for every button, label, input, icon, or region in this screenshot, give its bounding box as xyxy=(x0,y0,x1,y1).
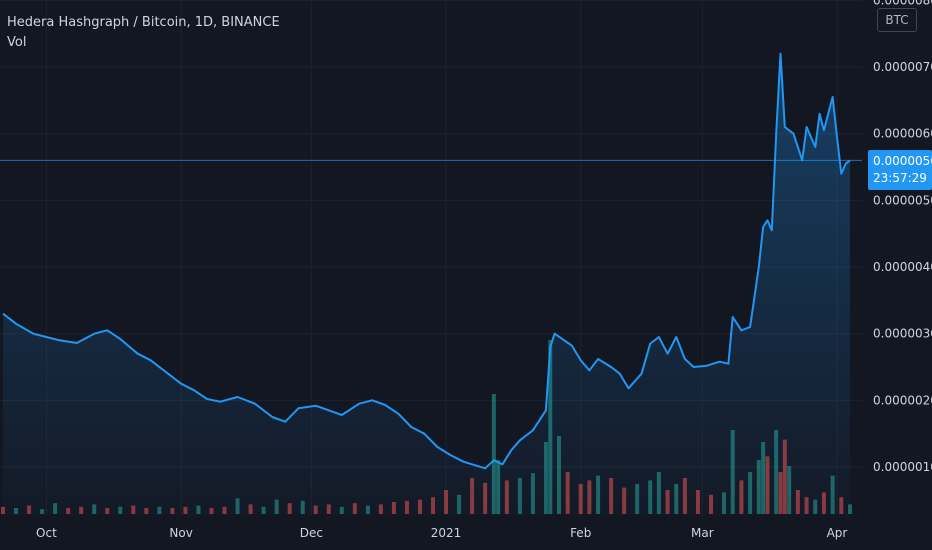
x-tick-label: Apr xyxy=(827,526,848,540)
y-tick-label: 0.00000700 xyxy=(873,60,932,74)
symbol-title[interactable]: Hedera Hashgraph / Bitcoin, 1D, BINANCE xyxy=(7,15,280,30)
x-tick-label: 2021 xyxy=(431,526,462,540)
price-line[interactable] xyxy=(2,52,851,470)
y-tick-label: 0.00000500 xyxy=(873,193,932,207)
last-price-value: 0.00000560 xyxy=(873,154,932,168)
y-tick-label: 0.00000800 xyxy=(873,0,932,7)
x-tick-label: Feb xyxy=(570,526,591,540)
last-price-label: 0.00000560 23:57:29 xyxy=(868,150,932,190)
x-tick-label: Dec xyxy=(300,526,323,540)
price-area-fill xyxy=(3,53,850,515)
currency-badge[interactable]: BTC xyxy=(877,8,917,32)
x-axis[interactable]: Oct Nov Dec 2021 Feb Mar Apr xyxy=(36,526,847,540)
price-line-layer xyxy=(0,52,862,470)
y-tick-label: 0.00000600 xyxy=(873,127,932,141)
chart-legend[interactable]: Hedera Hashgraph / Bitcoin, 1D, BINANCE … xyxy=(7,13,280,53)
y-tick-label: 0.00000200 xyxy=(873,393,932,407)
volume-bar xyxy=(491,394,496,514)
y-axis[interactable]: 0.00000100 0.00000200 0.00000300 0.00000400… xyxy=(873,0,932,474)
volume-indicator-label[interactable]: Vol xyxy=(7,35,27,50)
price-area xyxy=(3,53,850,515)
y-tick-label: 0.00000300 xyxy=(873,327,932,341)
x-tick-label: Mar xyxy=(691,526,714,540)
x-tick-label: Oct xyxy=(36,526,57,540)
bar-countdown: 23:57:29 xyxy=(873,171,927,185)
y-tick-label: 0.00000400 xyxy=(873,260,932,274)
x-tick-label: Nov xyxy=(169,526,192,540)
y-tick-label: 0.00000100 xyxy=(873,460,932,474)
